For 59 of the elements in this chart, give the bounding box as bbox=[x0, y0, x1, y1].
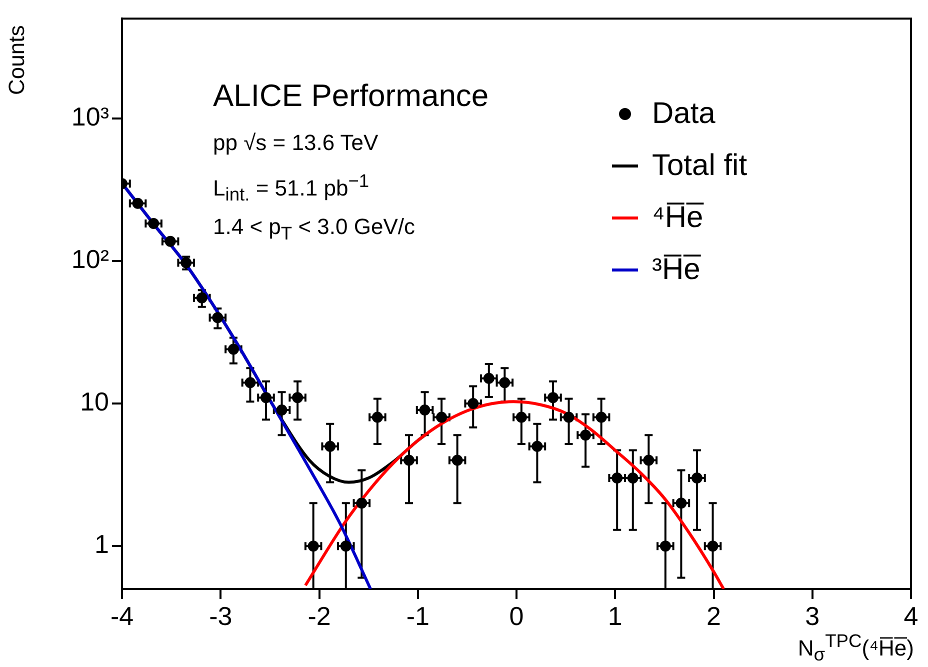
y-tick-label: 10³ bbox=[71, 101, 110, 132]
point bbox=[627, 472, 638, 484]
annotation: pp √s = 13.6 TeV bbox=[213, 130, 378, 156]
point bbox=[596, 412, 607, 423]
x-tick-label: -2 bbox=[308, 600, 331, 631]
y-axis-title: Counts bbox=[4, 25, 30, 95]
x-tick-label: 4 bbox=[904, 600, 918, 631]
point bbox=[228, 344, 239, 355]
y-tick-label: 1 bbox=[94, 529, 109, 560]
point bbox=[547, 392, 558, 404]
point bbox=[292, 392, 304, 404]
point bbox=[516, 412, 527, 423]
x-tick-label: -3 bbox=[209, 600, 232, 631]
x-tick-label: -4 bbox=[110, 600, 134, 631]
point bbox=[660, 540, 671, 552]
legend-label: Data bbox=[652, 97, 716, 131]
point bbox=[132, 198, 144, 209]
point bbox=[452, 454, 463, 466]
x-tick-label: 2 bbox=[706, 600, 721, 631]
point bbox=[260, 392, 272, 404]
x-tick-label: 1 bbox=[608, 600, 622, 631]
y-tick-label: 10 bbox=[80, 386, 109, 417]
point bbox=[276, 404, 288, 416]
point bbox=[340, 540, 352, 552]
x-tick-label: -1 bbox=[406, 600, 430, 631]
annotation: ALICE Performance bbox=[213, 78, 489, 114]
point bbox=[244, 377, 256, 388]
point bbox=[468, 398, 479, 409]
point bbox=[196, 292, 208, 304]
point bbox=[419, 404, 430, 416]
point bbox=[707, 540, 718, 552]
point bbox=[356, 498, 368, 509]
point bbox=[164, 236, 176, 247]
x-tick-label: 0 bbox=[509, 600, 524, 631]
line-series bbox=[304, 400, 726, 589]
point bbox=[643, 454, 654, 466]
y-tick-label: 10² bbox=[71, 244, 110, 274]
point bbox=[580, 430, 592, 441]
point bbox=[612, 472, 623, 484]
point bbox=[436, 412, 448, 423]
x-axis-title: N$_{σ}$$^{TPC}$(⁴H̅e̅) bbox=[798, 630, 914, 666]
annotation: L$_{int.}$ = 51.1 pb$^{−1}$ bbox=[213, 170, 370, 206]
point bbox=[372, 412, 383, 423]
annotation: 1.4 < p$_{T}$ < 3.0 GeV/c bbox=[213, 214, 415, 244]
point bbox=[404, 454, 414, 466]
point bbox=[676, 498, 687, 509]
point bbox=[212, 312, 224, 324]
point bbox=[563, 412, 574, 423]
point bbox=[499, 377, 510, 388]
legend-label: ⁴H̅e̅ bbox=[652, 201, 704, 235]
point bbox=[148, 218, 160, 229]
point bbox=[308, 540, 319, 552]
point bbox=[691, 472, 702, 484]
legend-label: Total fit bbox=[652, 149, 748, 183]
point bbox=[483, 372, 494, 384]
legend-label: ³H̅e̅ bbox=[652, 253, 700, 287]
x-tick-label: 3 bbox=[805, 600, 820, 631]
point bbox=[324, 440, 336, 452]
point bbox=[532, 440, 543, 452]
